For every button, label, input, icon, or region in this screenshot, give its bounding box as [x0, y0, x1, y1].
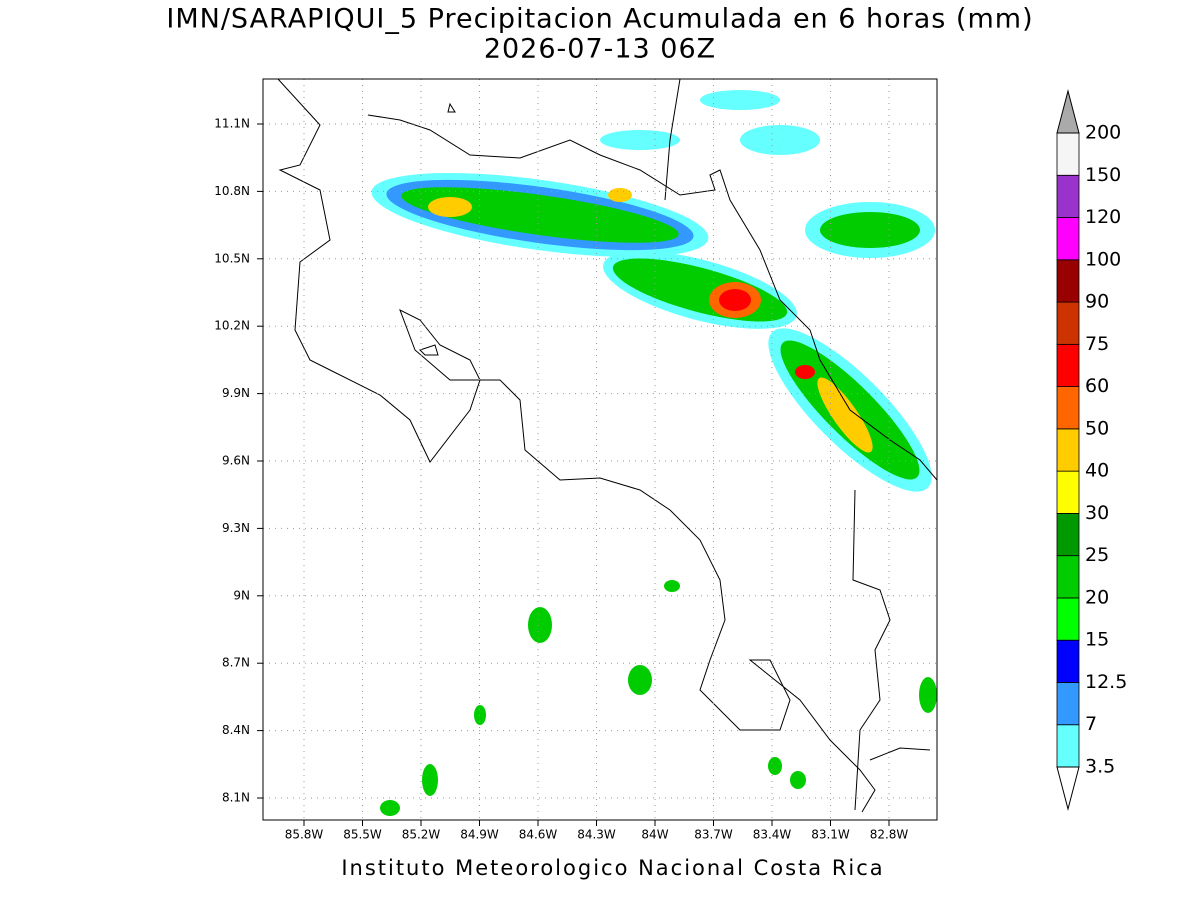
- map-frame: [262, 78, 938, 821]
- precipitation: [371, 90, 937, 816]
- colorbar-label: 7: [1085, 713, 1097, 735]
- lon-label: 85.8W: [285, 828, 324, 842]
- title: IMN/SARAPIQUI_5 Precipitacion Acumulada …: [166, 4, 1033, 35]
- colorbar-label: 50: [1085, 417, 1109, 439]
- colorbar-label: 120: [1085, 206, 1121, 228]
- colorbar-segment: [1056, 386, 1080, 430]
- colorbar: 3.5 7 12.5 15 20 25 30 40 50 60 75 90 100 120 150 200: [1056, 89, 1127, 811]
- lat-label: 10.5N: [214, 251, 250, 265]
- colorbar-under: [1056, 766, 1080, 811]
- lon-label: 83.4W: [753, 828, 792, 842]
- colorbar-label: 150: [1085, 164, 1121, 186]
- colorbar-label: 25: [1085, 544, 1109, 566]
- colorbar-label: 90: [1085, 291, 1109, 313]
- colorbar-label: 30: [1085, 502, 1109, 524]
- colorbar-label: 12.5: [1085, 671, 1127, 693]
- colorbar-segment: [1056, 259, 1080, 303]
- lat-label: 11.1N: [214, 117, 250, 131]
- lat-label: 9.9N: [222, 386, 250, 400]
- lon-label: 85.5W: [343, 828, 382, 842]
- lon-label: 84.9W: [460, 828, 499, 842]
- colorbar-segment: [1056, 724, 1080, 768]
- colorbar-segment: [1056, 343, 1080, 388]
- colorbar-segment: [1056, 470, 1080, 514]
- colorbar-segment: [1056, 597, 1080, 641]
- colorbar-segment: [1056, 174, 1080, 218]
- colorbar-label: 15: [1085, 629, 1109, 651]
- colorbar-label: 60: [1085, 375, 1109, 397]
- colorbar-label: 40: [1085, 460, 1109, 482]
- colorbar-segment: [1056, 682, 1080, 726]
- colorbar-label: 100: [1085, 248, 1121, 270]
- subtitle: 2026-07-13 06Z: [484, 34, 716, 65]
- lon-label: 84.6W: [519, 828, 558, 842]
- lon-label: 84W: [641, 828, 668, 842]
- lon-label: 83.1W: [811, 828, 850, 842]
- colorbar-segment: [1056, 428, 1080, 472]
- colorbar-label: 200: [1085, 122, 1121, 144]
- lat-label: 9.3N: [222, 521, 250, 535]
- lat-label: 10.8N: [214, 184, 250, 198]
- colorbar-segment: [1056, 639, 1080, 683]
- lon-label: 85.2W: [402, 828, 441, 842]
- lon-label: 83.7W: [694, 828, 733, 842]
- colorbar-segment: [1056, 132, 1080, 176]
- colorbar-segment: [1056, 217, 1080, 261]
- lat-label: 8.1N: [222, 791, 250, 805]
- colorbar-segment: [1056, 555, 1080, 599]
- lat-label: 9.6N: [222, 454, 250, 468]
- footer: Instituto Meteorologico Nacional Costa R…: [341, 856, 884, 880]
- lon-label: 82.8W: [870, 828, 909, 842]
- map-area: [257, 78, 938, 826]
- lat-label: 10.2N: [214, 319, 250, 333]
- lat-label: 8.7N: [222, 656, 250, 670]
- lon-label: 84.3W: [577, 828, 616, 842]
- colorbar-over: [1056, 89, 1080, 134]
- lat-label: 8.4N: [222, 723, 250, 737]
- colorbar-segment: [1056, 513, 1080, 557]
- colorbar-label: 3.5: [1085, 756, 1115, 778]
- lat-label: 9N: [233, 588, 250, 602]
- grid: [257, 79, 937, 826]
- colorbar-label: 75: [1085, 333, 1109, 355]
- colorbar-segment: [1056, 301, 1080, 345]
- colorbar-label: 20: [1085, 586, 1109, 608]
